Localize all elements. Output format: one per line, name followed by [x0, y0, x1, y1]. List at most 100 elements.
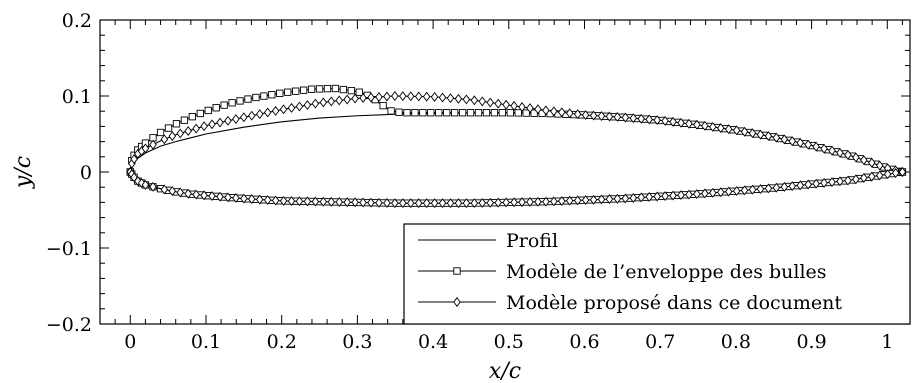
diamond-marker [248, 110, 256, 121]
square-marker [453, 267, 461, 275]
diamond-marker [287, 102, 296, 113]
diamond-marker [812, 141, 820, 152]
diamond-marker [130, 154, 138, 165]
diamond-marker [232, 193, 240, 203]
diamond-marker [287, 196, 296, 207]
square-marker [498, 109, 507, 117]
square-marker [435, 109, 443, 117]
diamond-marker [748, 184, 757, 195]
diamond-marker [319, 97, 328, 108]
square-marker [292, 87, 300, 95]
diamond-marker [391, 198, 399, 209]
diamond-marker [701, 188, 709, 199]
diamond-marker [891, 168, 900, 178]
diamond-marker [224, 192, 232, 203]
diamond-marker [788, 181, 797, 192]
diamond-marker [462, 94, 471, 105]
diamond-marker [780, 181, 789, 192]
diamond-marker [406, 91, 415, 102]
diamond-marker [883, 169, 892, 180]
diamond-marker [255, 194, 264, 205]
square-marker [244, 95, 252, 103]
diamond-marker [192, 189, 200, 200]
series-layer [126, 84, 907, 209]
y-axis-label: y/c [11, 156, 36, 189]
diamond-marker [534, 196, 542, 207]
square-marker [347, 86, 355, 95]
diamond-marker [804, 139, 812, 150]
square-marker [172, 120, 181, 128]
x-tick-label: 0.1 [191, 331, 221, 353]
diamond-marker [160, 184, 169, 195]
diamond-marker [764, 131, 773, 142]
diamond-marker [637, 192, 646, 203]
legend-box [403, 223, 911, 325]
diamond-marker [454, 93, 463, 104]
diamond-marker [446, 93, 455, 104]
legend-entry-label: Profil [506, 230, 558, 252]
square-marker [419, 109, 427, 117]
diamond-marker [279, 104, 288, 115]
square-marker [156, 128, 165, 137]
diamond-marker [852, 174, 860, 185]
diamond-marker [860, 155, 868, 166]
diamond-marker [836, 147, 844, 158]
x-tick-label: 0.3 [342, 331, 372, 353]
diamond-marker [565, 195, 574, 206]
diamond-marker [565, 108, 574, 119]
x-tick-label: 0.9 [796, 331, 826, 353]
diamond-marker [613, 112, 622, 122]
diamond-marker [645, 192, 653, 202]
legend-entry-label: Modèle proposé dans ce document [506, 292, 842, 314]
diamond-marker [240, 112, 248, 123]
diamond-marker [240, 193, 248, 204]
y-tick-label: 0.2 [62, 10, 92, 32]
x-tick-label: 0 [124, 331, 136, 353]
diamond-marker [764, 183, 773, 194]
diamond-marker [141, 179, 150, 190]
square-marker [212, 104, 220, 112]
y-tick-label: 0 [80, 162, 92, 184]
square-marker [387, 107, 395, 115]
square-marker [188, 113, 197, 121]
diamond-marker [391, 91, 399, 101]
diamond-marker [748, 128, 757, 139]
square-marker [299, 86, 308, 94]
legend-entry-label: Modèle de l’enveloppe des bulles [506, 261, 827, 283]
diamond-marker [772, 132, 781, 143]
diamond-marker [367, 197, 375, 208]
diamond-marker [709, 122, 717, 132]
square-marker [196, 109, 204, 118]
diamond-marker [462, 198, 471, 209]
tick-labels: 0 0.1 0.2 0.3 0.4 0.5 0.6 0.7 0.8 0.9 1 −0.2 −0.1 0 0.… [46, 10, 893, 353]
diamond-marker [430, 91, 439, 102]
diamond-marker [335, 95, 343, 106]
diamond-marker [653, 191, 661, 202]
square-marker [323, 84, 332, 93]
diamond-marker [812, 178, 820, 189]
diamond-marker [351, 197, 359, 208]
diamond-marker [685, 118, 693, 129]
diamond-marker [149, 181, 157, 192]
diamond-marker [716, 123, 725, 134]
diamond-marker [724, 186, 733, 197]
series-markers [126, 84, 907, 207]
diamond-marker [852, 152, 860, 163]
diamond-marker [359, 197, 367, 208]
diamond-marker [724, 124, 733, 135]
diamond-marker [327, 196, 336, 207]
diamond-marker [868, 157, 876, 168]
diamond-marker [486, 97, 495, 108]
series-markers [126, 91, 907, 209]
diamond-marker [406, 198, 415, 209]
diamond-marker [422, 198, 431, 209]
diamond-marker [653, 115, 661, 126]
diamond-marker [184, 126, 192, 136]
diamond-marker [709, 187, 717, 198]
diamond-marker [558, 107, 566, 118]
diamond-marker [438, 198, 447, 209]
diamond-marker [160, 134, 169, 145]
diamond-marker [589, 194, 598, 205]
square-marker [506, 109, 514, 117]
diamond-marker [573, 195, 582, 206]
